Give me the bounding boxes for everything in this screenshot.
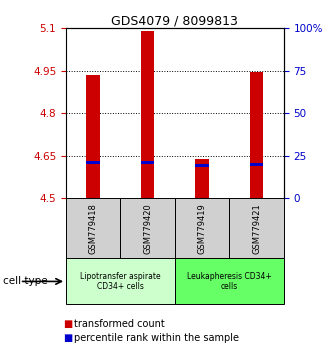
Bar — [141, 161, 154, 164]
Bar — [195, 159, 209, 198]
Bar — [175, 198, 229, 258]
Text: Lipotransfer aspirate
CD34+ cells: Lipotransfer aspirate CD34+ cells — [80, 272, 161, 291]
Bar — [66, 198, 120, 258]
Text: cell type: cell type — [3, 276, 48, 286]
Text: ■: ■ — [63, 333, 72, 343]
Bar — [195, 164, 209, 167]
Title: GDS4079 / 8099813: GDS4079 / 8099813 — [112, 14, 238, 27]
Bar — [250, 163, 263, 166]
Text: GSM779421: GSM779421 — [252, 203, 261, 254]
Text: transformed count: transformed count — [74, 319, 165, 329]
Text: GSM779419: GSM779419 — [198, 203, 207, 254]
Bar — [120, 198, 175, 258]
Text: percentile rank within the sample: percentile rank within the sample — [74, 333, 239, 343]
Text: GSM779418: GSM779418 — [89, 203, 98, 254]
Bar — [86, 75, 100, 198]
Bar — [66, 258, 175, 304]
Bar — [141, 31, 154, 198]
Bar — [86, 161, 100, 164]
Text: Leukapheresis CD34+
cells: Leukapheresis CD34+ cells — [187, 272, 272, 291]
Bar — [229, 198, 284, 258]
Bar — [175, 258, 284, 304]
Text: ■: ■ — [63, 319, 72, 329]
Text: GSM779420: GSM779420 — [143, 203, 152, 254]
Bar — [250, 72, 263, 198]
